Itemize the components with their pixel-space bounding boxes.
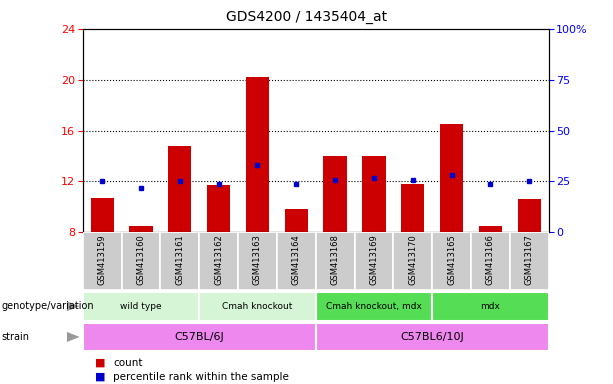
Text: GSM413166: GSM413166 bbox=[486, 234, 495, 285]
Bar bbox=[83, 292, 199, 321]
Text: GSM413162: GSM413162 bbox=[214, 234, 223, 285]
Bar bbox=[362, 156, 386, 232]
Bar bbox=[316, 292, 432, 321]
Bar bbox=[517, 199, 541, 232]
Bar bbox=[238, 232, 277, 290]
Text: count: count bbox=[113, 358, 143, 368]
Bar bbox=[316, 232, 354, 290]
Bar bbox=[324, 156, 347, 232]
Bar bbox=[121, 232, 161, 290]
Text: GSM413165: GSM413165 bbox=[447, 234, 456, 285]
Bar bbox=[207, 185, 230, 232]
Bar bbox=[510, 232, 549, 290]
Text: strain: strain bbox=[1, 332, 29, 342]
Bar bbox=[316, 323, 549, 351]
Text: ■: ■ bbox=[95, 372, 105, 382]
Polygon shape bbox=[67, 301, 80, 311]
Polygon shape bbox=[67, 332, 80, 342]
Bar bbox=[129, 226, 153, 232]
Bar bbox=[284, 209, 308, 232]
Bar bbox=[199, 292, 316, 321]
Text: mdx: mdx bbox=[481, 302, 500, 311]
Text: Cmah knockout, mdx: Cmah knockout, mdx bbox=[326, 302, 422, 311]
Bar bbox=[83, 323, 316, 351]
Text: GSM413167: GSM413167 bbox=[525, 234, 534, 285]
Bar bbox=[432, 292, 549, 321]
Bar bbox=[199, 232, 238, 290]
Text: GSM413160: GSM413160 bbox=[137, 234, 145, 285]
Bar bbox=[161, 232, 199, 290]
Text: percentile rank within the sample: percentile rank within the sample bbox=[113, 372, 289, 382]
Text: GSM413161: GSM413161 bbox=[175, 234, 185, 285]
Bar bbox=[91, 198, 114, 232]
Text: wild type: wild type bbox=[120, 302, 162, 311]
Text: GSM413169: GSM413169 bbox=[370, 234, 378, 285]
Text: genotype/variation: genotype/variation bbox=[1, 301, 94, 311]
Text: ■: ■ bbox=[95, 358, 105, 368]
Bar bbox=[440, 124, 463, 232]
Text: C57BL/6J: C57BL/6J bbox=[174, 332, 224, 342]
Bar bbox=[277, 232, 316, 290]
Text: Cmah knockout: Cmah knockout bbox=[223, 302, 292, 311]
Text: GSM413170: GSM413170 bbox=[408, 234, 417, 285]
Bar bbox=[83, 232, 121, 290]
Text: GSM413164: GSM413164 bbox=[292, 234, 301, 285]
Bar bbox=[354, 232, 394, 290]
Text: GDS4200 / 1435404_at: GDS4200 / 1435404_at bbox=[226, 10, 387, 23]
Text: C57BL6/10J: C57BL6/10J bbox=[400, 332, 464, 342]
Bar bbox=[394, 232, 432, 290]
Text: GSM413168: GSM413168 bbox=[330, 234, 340, 285]
Bar bbox=[479, 226, 502, 232]
Bar bbox=[432, 232, 471, 290]
Bar bbox=[401, 184, 424, 232]
Text: GSM413163: GSM413163 bbox=[253, 234, 262, 285]
Bar bbox=[471, 232, 510, 290]
Text: GSM413159: GSM413159 bbox=[97, 234, 107, 285]
Bar bbox=[246, 77, 269, 232]
Bar bbox=[168, 146, 191, 232]
